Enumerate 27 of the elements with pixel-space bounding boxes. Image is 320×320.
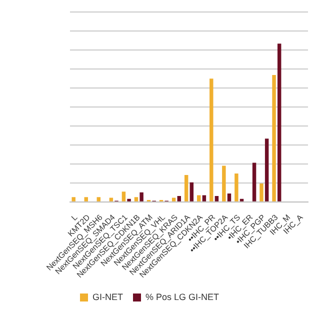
bar	[264, 138, 269, 202]
bar	[210, 78, 214, 202]
bar	[227, 193, 232, 202]
bar	[122, 192, 126, 202]
legend-label: GI-NET	[92, 292, 124, 302]
bar	[72, 197, 76, 202]
bar	[272, 74, 276, 202]
bar	[140, 192, 144, 202]
bar	[197, 195, 201, 202]
bar	[202, 195, 206, 202]
bar	[177, 196, 181, 202]
bar	[96, 197, 101, 202]
bar	[234, 174, 238, 202]
bar	[252, 162, 256, 202]
legend-label: % Pos LG GI-NET	[146, 292, 220, 302]
bar	[134, 197, 138, 202]
bar	[214, 196, 219, 202]
bar	[127, 198, 131, 202]
bar	[222, 166, 226, 202]
bar	[240, 198, 244, 202]
bar	[190, 182, 194, 202]
bar	[184, 174, 188, 202]
bar	[84, 197, 88, 202]
bar	[109, 198, 114, 202]
bar	[277, 44, 282, 202]
bar	[172, 198, 176, 202]
bar	[260, 183, 264, 202]
